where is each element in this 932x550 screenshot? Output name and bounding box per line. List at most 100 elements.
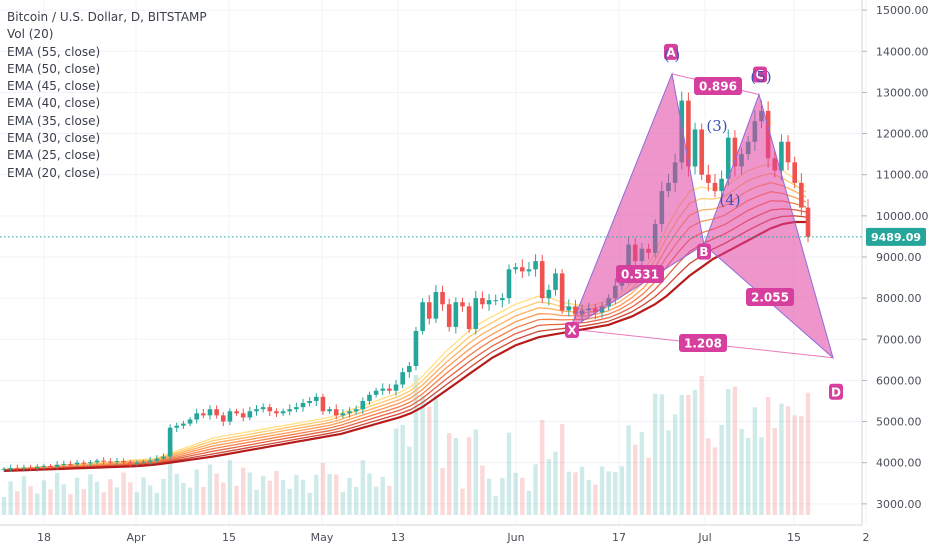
volume-bar xyxy=(420,395,425,515)
price-tick-label: 8000.00 xyxy=(876,292,922,305)
price-axis[interactable]: 15000.00 14000.00 13000.00 12000.00 11000.00… xyxy=(0,0,929,525)
volume-bar xyxy=(94,481,100,515)
candle xyxy=(559,269,565,315)
volume-bar xyxy=(141,477,146,515)
indicator-ema-30[interactable]: EMA (30, close) xyxy=(7,131,101,146)
candle-body xyxy=(599,306,605,313)
candle-body xyxy=(74,462,80,465)
indicator-volume[interactable]: Vol (20) xyxy=(7,27,54,42)
candle xyxy=(320,393,326,415)
indicator-ema-45[interactable]: EMA (45, close) xyxy=(7,79,101,94)
harmonic-point-label: C xyxy=(756,68,765,82)
harmonic-ratio-box xyxy=(679,334,727,352)
volume-bar xyxy=(407,446,412,515)
time-axis[interactable]: 18 Apr 15 May 13 Jun 17 Jul 15 2 xyxy=(0,524,870,544)
volume-bar xyxy=(400,425,405,515)
candle-body xyxy=(187,419,193,424)
indicator-ema-20[interactable]: EMA (20, close) xyxy=(7,165,101,180)
candle-body xyxy=(88,462,93,464)
volume-bar xyxy=(327,473,332,515)
time-tick-label: 15 xyxy=(787,531,801,544)
candle xyxy=(333,404,339,420)
harmonic-ratio-label: 0.531 xyxy=(621,268,659,282)
volume-bar xyxy=(659,394,665,515)
candle-body xyxy=(54,464,60,467)
harmonic-point-pill xyxy=(664,43,678,60)
candle-body xyxy=(267,407,273,412)
candle-body xyxy=(407,366,412,373)
candle-body xyxy=(1,468,7,470)
candle xyxy=(373,387,379,398)
candle-body xyxy=(61,463,67,465)
harmonic-ratio-label: 2.055 xyxy=(751,291,789,305)
candle-body xyxy=(154,458,160,461)
volume-bar xyxy=(307,492,312,515)
volume-bar xyxy=(639,432,645,515)
indicator-ema-35[interactable]: EMA (35, close) xyxy=(7,113,101,128)
candle xyxy=(453,297,459,334)
volume-bar xyxy=(706,438,711,515)
indicator-ema-40[interactable]: EMA (40, close) xyxy=(7,96,101,111)
indicator-ema-55[interactable]: EMA (55, close) xyxy=(7,44,101,59)
candle-body xyxy=(699,129,704,175)
volume-bar xyxy=(353,486,359,515)
candle-body xyxy=(81,462,87,464)
volume-bar xyxy=(732,386,738,515)
candle-body xyxy=(68,463,73,465)
candle xyxy=(141,459,146,465)
candle xyxy=(712,173,718,198)
price-tick-label: 7000.00 xyxy=(876,333,922,346)
indicator-ema-25[interactable]: EMA (25, close) xyxy=(7,148,101,163)
candle xyxy=(506,264,512,304)
candle xyxy=(214,405,219,419)
candle-body xyxy=(712,182,718,192)
elliott-wave-w5: (5) xyxy=(750,68,771,86)
candle-body xyxy=(201,413,206,416)
volume-bar xyxy=(566,471,571,515)
volume-bar xyxy=(805,392,811,515)
candle xyxy=(154,455,160,463)
candle xyxy=(8,464,13,472)
candle xyxy=(21,464,27,472)
candle-body xyxy=(134,462,140,464)
indicator-ema-50[interactable]: EMA (50, close) xyxy=(7,61,101,76)
candle xyxy=(121,458,126,465)
volume-bar xyxy=(433,394,439,515)
volume-bar xyxy=(260,475,266,515)
volume-bar xyxy=(108,479,113,515)
candle-body xyxy=(333,409,339,416)
candle xyxy=(74,459,80,467)
volume-bar xyxy=(340,491,346,515)
harmonic-pattern[interactable]: X A B C D (3) (4) (5) ( ) 0.531 0.896 2.055 1.208 xyxy=(565,43,843,400)
candle xyxy=(227,408,233,426)
candle-body xyxy=(460,302,465,307)
volume-bar xyxy=(35,493,40,515)
candle-body xyxy=(114,461,120,463)
candle-body xyxy=(400,372,405,385)
volume-bar xyxy=(241,467,246,515)
volume-bar xyxy=(314,474,319,515)
candle xyxy=(400,367,405,389)
volume-bar xyxy=(646,457,651,515)
volume-bar xyxy=(88,474,93,515)
candle xyxy=(174,422,180,433)
volume-bar xyxy=(593,484,598,515)
candle-body xyxy=(486,300,492,305)
candle-body xyxy=(513,267,518,270)
candle-body xyxy=(181,423,186,426)
candle xyxy=(147,456,153,465)
candle xyxy=(413,326,419,371)
candle xyxy=(181,420,186,430)
candle xyxy=(194,408,199,424)
candle-body xyxy=(280,411,286,414)
chart-title[interactable]: Bitcoin / U.S. Dollar, D, BITSTAMP xyxy=(7,10,207,24)
candle-body xyxy=(725,137,731,179)
price-tick-label: 10000.00 xyxy=(876,210,929,223)
candle-body xyxy=(785,141,791,163)
harmonic-point-pill xyxy=(753,66,767,83)
volume-bar xyxy=(599,466,605,515)
candle xyxy=(539,254,545,304)
candle xyxy=(267,403,273,417)
